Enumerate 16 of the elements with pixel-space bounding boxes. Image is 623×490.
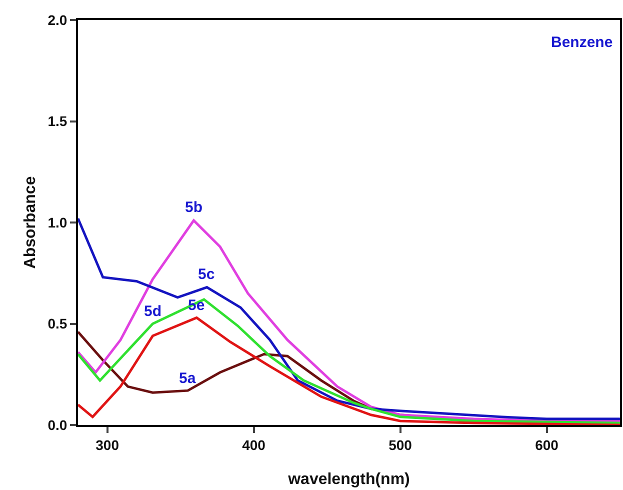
y-tick-label: 2.0 bbox=[48, 12, 68, 28]
annotation: 5d bbox=[144, 303, 162, 320]
x-axis-title: wavelength(nm) bbox=[287, 471, 410, 488]
x-tick-label: 500 bbox=[388, 436, 412, 453]
y-tick-label: 1.0 bbox=[48, 214, 68, 230]
y-tick-label: 0.0 bbox=[48, 416, 68, 433]
y-tick-label: 1.5 bbox=[48, 113, 68, 130]
annotation: Benzene bbox=[551, 34, 613, 51]
x-tick-label: 300 bbox=[96, 436, 120, 453]
annotation: 5b bbox=[185, 199, 203, 216]
annotation: 5c bbox=[198, 266, 215, 283]
x-tick-label: 600 bbox=[535, 436, 559, 453]
x-tick-label: 400 bbox=[242, 436, 266, 453]
annotation: 5a bbox=[179, 370, 196, 387]
y-tick-label: 0.5 bbox=[48, 316, 68, 332]
y-axis-title: Absorbance bbox=[22, 176, 39, 269]
